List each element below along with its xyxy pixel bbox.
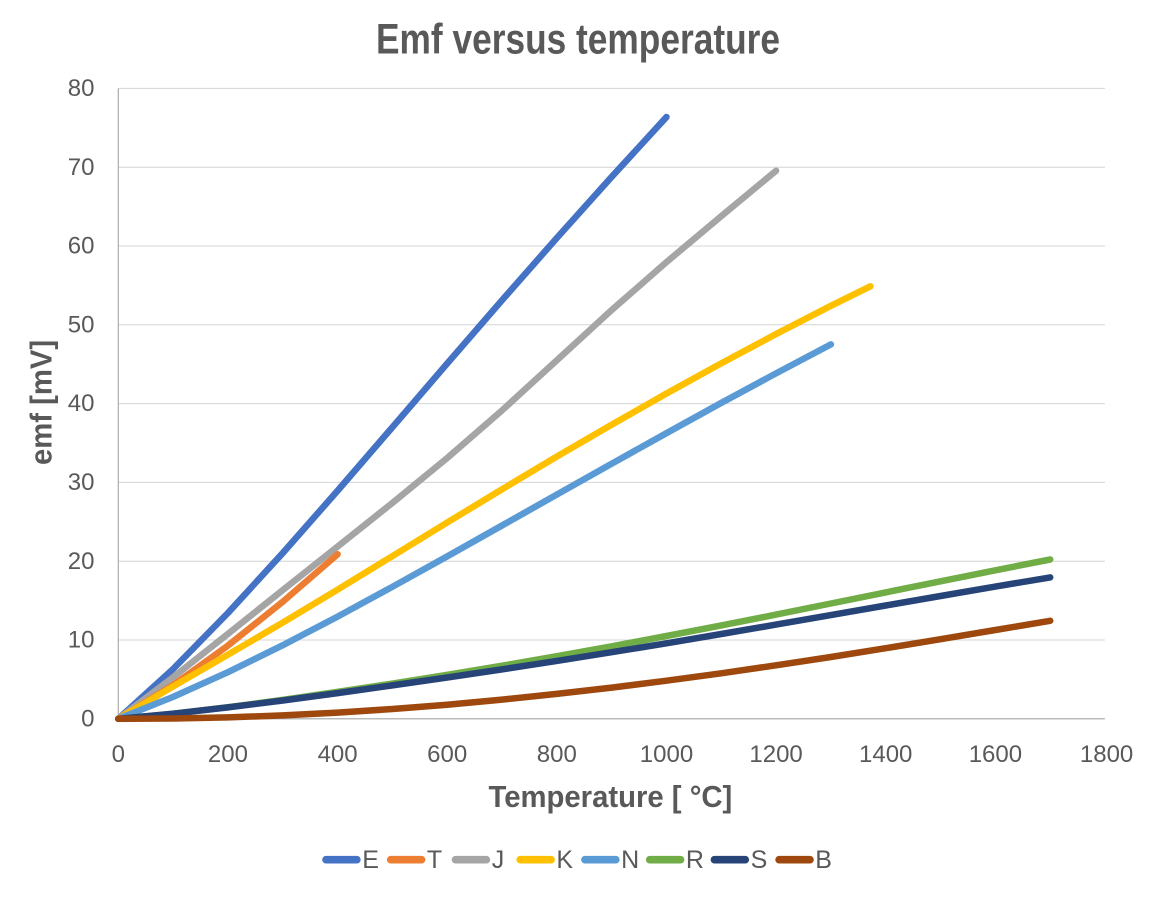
svg-text:0: 0 [112, 741, 125, 768]
svg-text:10: 10 [68, 627, 95, 654]
svg-text:400: 400 [318, 741, 358, 768]
svg-text:70: 70 [68, 154, 95, 181]
svg-text:20: 20 [68, 548, 95, 575]
svg-text:S: S [751, 846, 768, 874]
svg-text:40: 40 [68, 390, 95, 417]
svg-text:60: 60 [68, 233, 95, 260]
svg-text:Temperature [ °C]: Temperature [ °C] [488, 780, 732, 814]
svg-text:1000: 1000 [640, 741, 693, 768]
svg-text:0: 0 [81, 705, 94, 732]
svg-text:30: 30 [68, 469, 95, 496]
svg-text:80: 80 [68, 75, 95, 102]
svg-text:600: 600 [427, 741, 467, 768]
svg-text:50: 50 [68, 311, 95, 338]
svg-text:J: J [492, 846, 505, 874]
svg-text:emf [mV]: emf [mV] [25, 340, 59, 465]
svg-text:1600: 1600 [969, 741, 1022, 768]
svg-text:R: R [686, 846, 704, 874]
svg-text:1400: 1400 [859, 741, 912, 768]
svg-text:E: E [362, 846, 379, 874]
svg-text:K: K [556, 846, 573, 874]
svg-text:1800: 1800 [1080, 741, 1133, 768]
svg-text:800: 800 [537, 741, 577, 768]
svg-text:N: N [621, 846, 639, 874]
svg-text:200: 200 [208, 741, 248, 768]
svg-text:T: T [427, 846, 442, 874]
svg-text:B: B [815, 846, 832, 874]
svg-text:Emf versus temperature: Emf versus temperature [376, 15, 780, 63]
svg-text:1200: 1200 [749, 741, 802, 768]
